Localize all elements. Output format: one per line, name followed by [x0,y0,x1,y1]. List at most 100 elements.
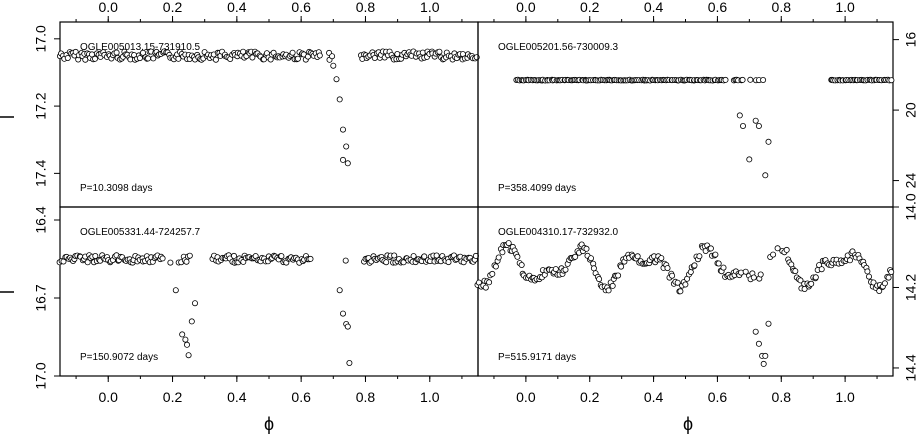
data-point [609,282,616,289]
data-point [289,49,296,56]
data-point [583,245,590,252]
data-point [674,279,681,286]
y-tick-label: 14.0 [903,193,919,220]
data-point [707,245,714,252]
data-points [474,240,895,367]
dip-point [755,340,762,347]
data-point [712,251,719,258]
y-tick-label: 16.7 [33,284,49,311]
dip-point [343,143,350,150]
data-point [482,284,489,291]
panel-title: OGLE005331.44-724257.7 [80,227,201,238]
dip-point [746,156,753,163]
x-tick-label: 0.8 [356,389,376,405]
data-point [818,266,825,273]
panel-title: OGLE004310.17-732932.0 [498,227,619,238]
data-point [866,273,873,280]
data-point [757,271,764,278]
x-tick-label: 0.8 [772,389,792,405]
data-point [445,259,452,266]
x-tick-label: 0.2 [163,0,183,15]
y-tick-label: 17.2 [33,92,49,119]
x-tick-label: 1.0 [420,0,440,15]
data-point [885,274,892,281]
data-point [518,261,525,268]
period-annotation: P=150.9072 days [80,352,158,363]
data-point [722,76,729,83]
data-point [715,260,722,267]
dip-point [755,123,762,130]
data-point [514,253,521,260]
data-point [801,285,808,292]
dip-point [172,287,179,294]
data-point [212,56,219,63]
data-point [847,257,854,264]
data-point [505,240,512,247]
x-tick-label: 0.8 [356,0,376,15]
data-point [760,77,767,84]
x-tick-label: 0.4 [644,0,664,15]
y-tick-label: 17.0 [33,362,49,389]
dip-point [339,126,346,133]
data-point [739,76,746,83]
y-tick-label: 20 [903,102,919,118]
data-point [307,255,314,262]
dip-point [183,341,190,348]
data-point [391,252,398,259]
data-point [249,54,256,61]
y-tick-label: 16 [903,32,919,48]
data-point [605,287,612,294]
data-point [492,263,499,270]
data-point [615,272,622,279]
dip-point [333,76,340,83]
data-point [572,253,579,260]
data-point [486,279,493,286]
dip-point [752,328,759,335]
data-point [816,262,823,269]
data-point [64,55,71,62]
data-point [888,268,895,275]
data-point [634,253,641,260]
x-axis-title-right: ϕ [683,414,693,434]
data-point [230,252,237,259]
data-point [495,254,502,261]
panel-4: 0.0 0.2 0.4 0.6 0.8 1.0 14.0 14.2 14.4 OGLE004310… [474,193,919,405]
dip-point [762,172,769,179]
x-tick-label: 0.0 [516,0,536,15]
panel-2: 0.0 0.2 0.4 0.6 0.8 1.0 16 20 24 OGLE005201.56-73… [477,0,919,208]
data-point [677,288,684,295]
y-tick-label: 17.0 [33,25,49,52]
data-point [618,263,625,270]
dip-point [736,112,743,119]
x-tick-label: 1.0 [420,389,440,405]
data-point [139,49,146,56]
data-point [186,252,193,259]
data-point [812,274,819,281]
data-point [113,49,120,56]
data-point [294,55,301,62]
data-point [136,55,143,62]
dip-point [765,320,772,327]
data-point [410,253,417,260]
dip-point [752,117,759,124]
data-point [864,268,871,275]
data-points [513,76,895,179]
data-point [394,51,401,58]
data-point [691,262,698,269]
data-point [436,48,443,55]
x-tick-label: 0.0 [98,389,118,405]
x-tick-label: 0.4 [227,389,247,405]
data-point [84,259,91,266]
data-point [183,258,190,265]
data-point [687,268,694,275]
data-point [150,55,157,62]
data-point [159,255,166,262]
x-tick-label: 0.2 [580,389,600,405]
x-tick-label: 1.0 [835,389,855,405]
dip-point [339,310,346,317]
data-point [808,280,815,287]
data-point [329,53,336,60]
panel-title: OGLE005013.15-731910.5 [80,42,201,53]
dip-point [191,300,198,307]
